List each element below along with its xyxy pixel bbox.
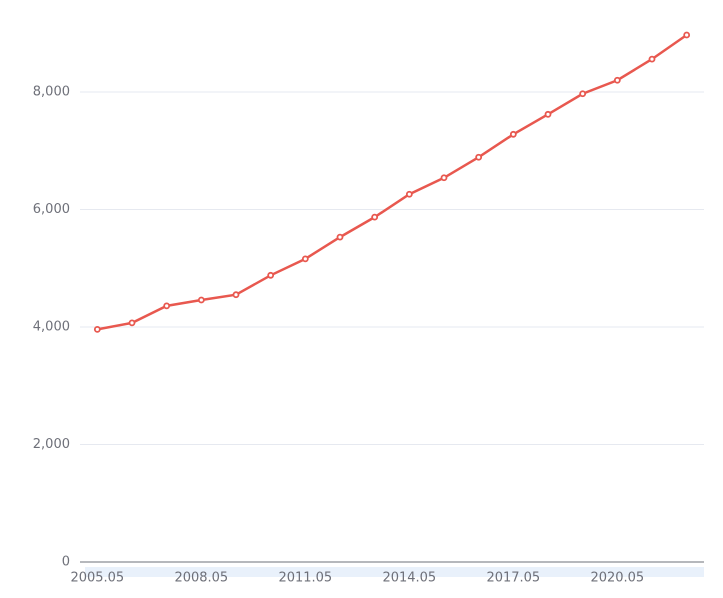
point	[405, 190, 413, 198]
point	[128, 319, 136, 327]
x-tick-label: 2017.05	[486, 571, 540, 586]
point	[613, 76, 621, 84]
x-tick-label: 2011.05	[278, 571, 332, 586]
point	[579, 90, 587, 98]
y-tick-label: 8,000	[33, 85, 70, 100]
x-tick-label: 2020.05	[590, 571, 644, 586]
line	[97, 33, 688, 331]
y-tick-label: 4,000	[33, 320, 70, 335]
point	[371, 213, 379, 221]
point	[475, 153, 483, 161]
point	[232, 291, 240, 299]
point	[509, 130, 517, 138]
point	[648, 55, 656, 63]
x-tick-label: 2014.05	[382, 571, 436, 586]
point	[267, 271, 275, 279]
point	[440, 174, 448, 182]
x-tick-label: 2008.05	[174, 571, 228, 586]
point	[544, 110, 552, 118]
point	[197, 296, 205, 304]
y-tick-label: 2,000	[33, 437, 70, 452]
point	[336, 233, 344, 241]
point	[93, 325, 101, 333]
point	[683, 31, 691, 39]
y-tick-label: 0	[62, 555, 70, 570]
point	[301, 255, 309, 263]
point	[163, 302, 171, 310]
x-tick-label: 2005.05	[70, 571, 124, 586]
zoom-bar	[85, 567, 704, 577]
y-tick-label: 6,000	[33, 202, 70, 217]
